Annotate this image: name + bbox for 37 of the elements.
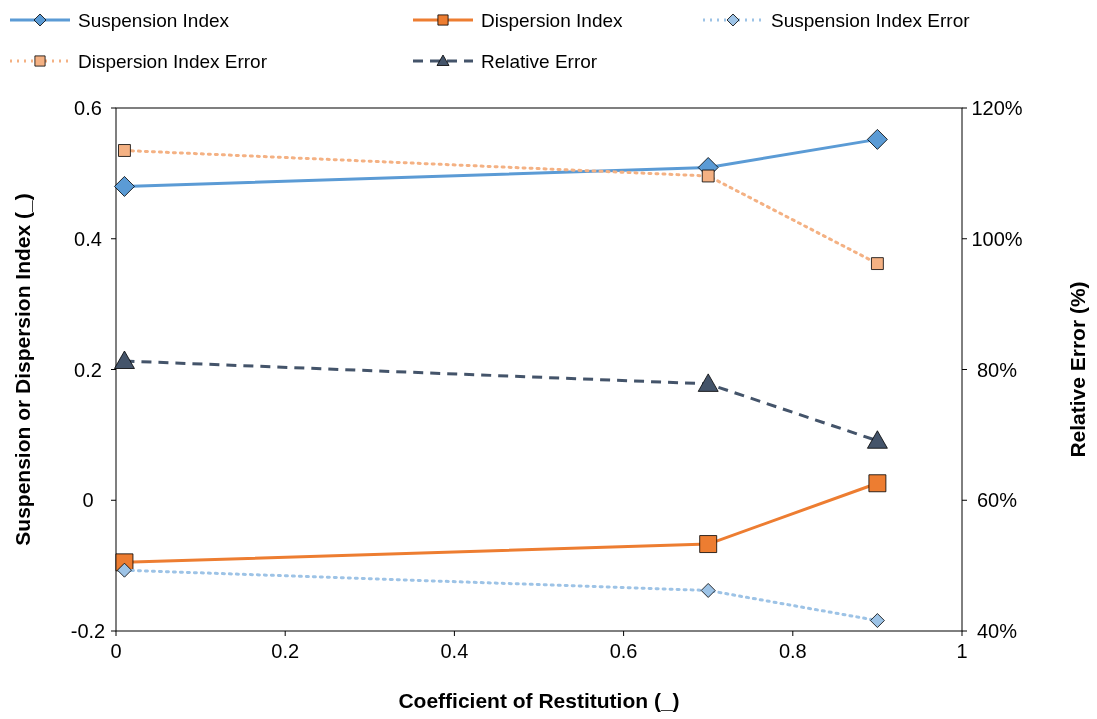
x-tick-label: 0.4 — [440, 640, 469, 662]
legend-label: Suspension Index — [78, 10, 230, 31]
point — [867, 128, 888, 150]
point — [114, 350, 135, 369]
y-tick-label: 0.6 — [74, 97, 102, 119]
y2-tick-label: 100% — [971, 227, 1023, 250]
point — [867, 430, 888, 449]
x-tick-label: 0.8 — [778, 640, 807, 662]
legend-label: Dispersion Index Error — [78, 51, 268, 72]
y2-tick-label: 80% — [976, 358, 1018, 381]
y2-tick-label: 120% — [971, 97, 1023, 119]
y2-tick-label: 60% — [976, 489, 1018, 512]
y-tick-label: 0 — [82, 489, 94, 512]
x-axis-title: Coefficient of Restitution (_) — [398, 689, 680, 712]
point — [117, 562, 132, 578]
legend-label: Dispersion Index — [481, 10, 624, 31]
point — [868, 474, 887, 493]
point — [870, 613, 885, 628]
x-tick-label: 0.6 — [609, 640, 638, 662]
point — [701, 169, 715, 183]
point — [118, 144, 131, 157]
x-tick-label: 0.2 — [271, 640, 300, 662]
y-tick-label: 0.2 — [74, 358, 102, 381]
point — [871, 257, 884, 270]
point — [697, 373, 719, 392]
y-tick-label: 0.4 — [74, 227, 102, 250]
x-tick-label: 1 — [956, 640, 968, 662]
legend-label: Relative Error — [481, 51, 598, 72]
x-tick-label: 0 — [110, 640, 122, 662]
point — [114, 176, 135, 197]
point — [700, 583, 716, 598]
legend-label: Suspension Index Error — [771, 10, 971, 31]
y-tick-label: -0.2 — [70, 620, 106, 642]
y2-tick-label: 40% — [976, 620, 1018, 642]
y-axis-title: Suspension or Dispersion Index (_) — [11, 193, 34, 546]
point — [699, 535, 718, 553]
y2-axis-title: Relative Error (%) — [1066, 281, 1089, 458]
